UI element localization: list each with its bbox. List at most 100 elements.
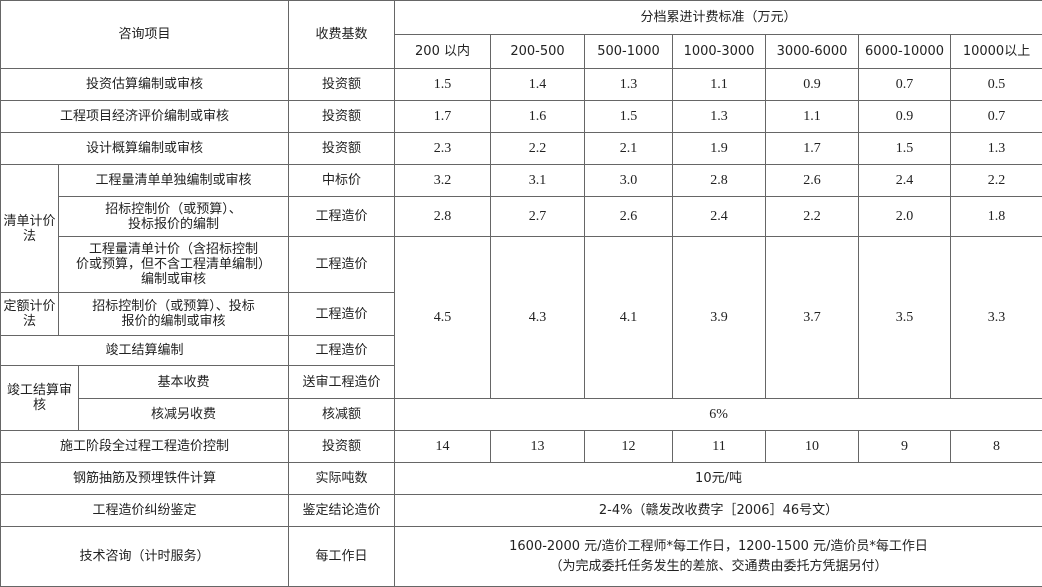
value-cell: 2.8 <box>673 165 766 197</box>
value-cell: 2.2 <box>491 133 585 165</box>
base-cell: 鉴定结论造价 <box>289 495 395 527</box>
tier-header-cell: 10000以上 <box>951 35 1042 69</box>
item-cell: 工程项目经济评价编制或审核 <box>1 101 289 133</box>
item-cell: 招标控制价（或预算）、投标 报价的编制或审核 <box>59 293 289 336</box>
base-cell: 投资额 <box>289 133 395 165</box>
base-cell: 工程造价 <box>289 197 395 237</box>
value-cell: 2.6 <box>766 165 859 197</box>
value-line: 1600-2000 元/造价工程师*每工作日，1200-1500 元/造价员*每… <box>397 539 1040 554</box>
value-cell: 1.3 <box>585 69 673 101</box>
tier-header-cell: 500-1000 <box>585 35 673 69</box>
value-cell: 2-4%（赣发改收费字［2006］46号文） <box>395 495 1042 527</box>
base-cell: 投资额 <box>289 69 395 101</box>
base-cell: 送审工程造价 <box>289 366 395 399</box>
value-cell: 1.3 <box>951 133 1042 165</box>
base-cell: 投资额 <box>289 101 395 133</box>
item-cell: 工程量清单单独编制或审核 <box>59 165 289 197</box>
value-cell: 2.2 <box>766 197 859 237</box>
table-row: 技术咨询（计时服务） 每工作日 1600-2000 元/造价工程师*每工作日，1… <box>1 527 1042 587</box>
base-cell: 中标价 <box>289 165 395 197</box>
table-row: 钢筋抽筋及预埋铁件计算 实际吨数 10元/吨 <box>1 463 1042 495</box>
item-cell: 工程量清单计价（含招标控制 价或预算，但不含工程清单编制） 编制或审核 <box>59 237 289 293</box>
value-cell: 2.6 <box>585 197 673 237</box>
value-cell: 1.5 <box>395 69 491 101</box>
base-cell: 投资额 <box>289 431 395 463</box>
value-cell: 2.1 <box>585 133 673 165</box>
table-row: 核减另收费 核减额 6% <box>1 399 1042 431</box>
value-cell: 12 <box>585 431 673 463</box>
item-cell: 设计概算编制或审核 <box>1 133 289 165</box>
value-cell: 2.7 <box>491 197 585 237</box>
value-cell: 3.1 <box>491 165 585 197</box>
value-cell: 1.7 <box>395 101 491 133</box>
merged-value-cell: 3.7 <box>766 237 859 399</box>
value-cell: 0.9 <box>766 69 859 101</box>
item-line: 报价的编制或审核 <box>61 314 286 329</box>
merged-value-cell: 4.3 <box>491 237 585 399</box>
value-cell: 1.4 <box>491 69 585 101</box>
merged-value-cell: 3.9 <box>673 237 766 399</box>
base-cell: 工程造价 <box>289 293 395 336</box>
value-cell: 1.5 <box>859 133 951 165</box>
item-cell: 施工阶段全过程工程造价控制 <box>1 431 289 463</box>
merged-value-cell: 4.5 <box>395 237 491 399</box>
table-row: 工程量清单计价（含招标控制 价或预算，但不含工程清单编制） 编制或审核 工程造价… <box>1 237 1042 293</box>
group-cell: 竣工结算审核 <box>1 366 79 431</box>
value-cell: 0.7 <box>859 69 951 101</box>
item-line: 价或预算，但不含工程清单编制） <box>61 257 286 272</box>
base-cell: 核减额 <box>289 399 395 431</box>
value-cell: 2.8 <box>395 197 491 237</box>
base-cell: 工程造价 <box>289 237 395 293</box>
value-cell: 1.8 <box>951 197 1042 237</box>
value-cell: 10 <box>766 431 859 463</box>
tier-header-cell: 200 以内 <box>395 35 491 69</box>
merged-value-cell: 3.5 <box>859 237 951 399</box>
base-cell: 每工作日 <box>289 527 395 587</box>
group-cell: 清单计价法 <box>1 165 59 293</box>
value-cell: 9 <box>859 431 951 463</box>
value-cell: 3.0 <box>585 165 673 197</box>
value-cell: 13 <box>491 431 585 463</box>
item-line: 编制或审核 <box>61 272 286 287</box>
value-cell: 2.4 <box>673 197 766 237</box>
merged-value-cell: 4.1 <box>585 237 673 399</box>
value-cell: 1.5 <box>585 101 673 133</box>
value-cell: 2.4 <box>859 165 951 197</box>
value-cell: 0.5 <box>951 69 1042 101</box>
value-cell: 8 <box>951 431 1042 463</box>
value-cell: 1.1 <box>673 69 766 101</box>
item-line: 工程量清单计价（含招标控制 <box>61 242 286 257</box>
value-cell: 1.6 <box>491 101 585 133</box>
item-cell: 基本收费 <box>79 366 289 399</box>
tier-header-cell: 200-500 <box>491 35 585 69</box>
item-line: 招标控制价（或预算）、投标 <box>61 299 286 314</box>
item-cell: 工程造价纠纷鉴定 <box>1 495 289 527</box>
header-item: 咨询项目 <box>1 1 289 69</box>
value-cell: 0.9 <box>859 101 951 133</box>
tier-header-cell: 1000-3000 <box>673 35 766 69</box>
header-tiers-title: 分档累进计费标准（万元） <box>395 1 1042 35</box>
value-cell: 2.0 <box>859 197 951 237</box>
value-cell: 1.7 <box>766 133 859 165</box>
item-cell: 招标控制价（或预算）、 投标报价的编制 <box>59 197 289 237</box>
header-base: 收费基数 <box>289 1 395 69</box>
merged-value-cell: 3.3 <box>951 237 1042 399</box>
tier-header-cell: 3000-6000 <box>766 35 859 69</box>
value-cell: 11 <box>673 431 766 463</box>
item-cell: 投资估算编制或审核 <box>1 69 289 101</box>
item-cell: 竣工结算编制 <box>1 336 289 366</box>
value-line: （为完成委托任务发生的差旅、交通费由委托方凭据另付） <box>397 559 1040 574</box>
value-cell: 1600-2000 元/造价工程师*每工作日，1200-1500 元/造价员*每… <box>395 527 1042 587</box>
value-cell: 3.2 <box>395 165 491 197</box>
value-cell: 2.2 <box>951 165 1042 197</box>
item-cell: 钢筋抽筋及预埋铁件计算 <box>1 463 289 495</box>
tier-header-cell: 6000-10000 <box>859 35 951 69</box>
value-cell: 1.3 <box>673 101 766 133</box>
value-cell: 2.3 <box>395 133 491 165</box>
item-line: 投标报价的编制 <box>61 217 286 232</box>
